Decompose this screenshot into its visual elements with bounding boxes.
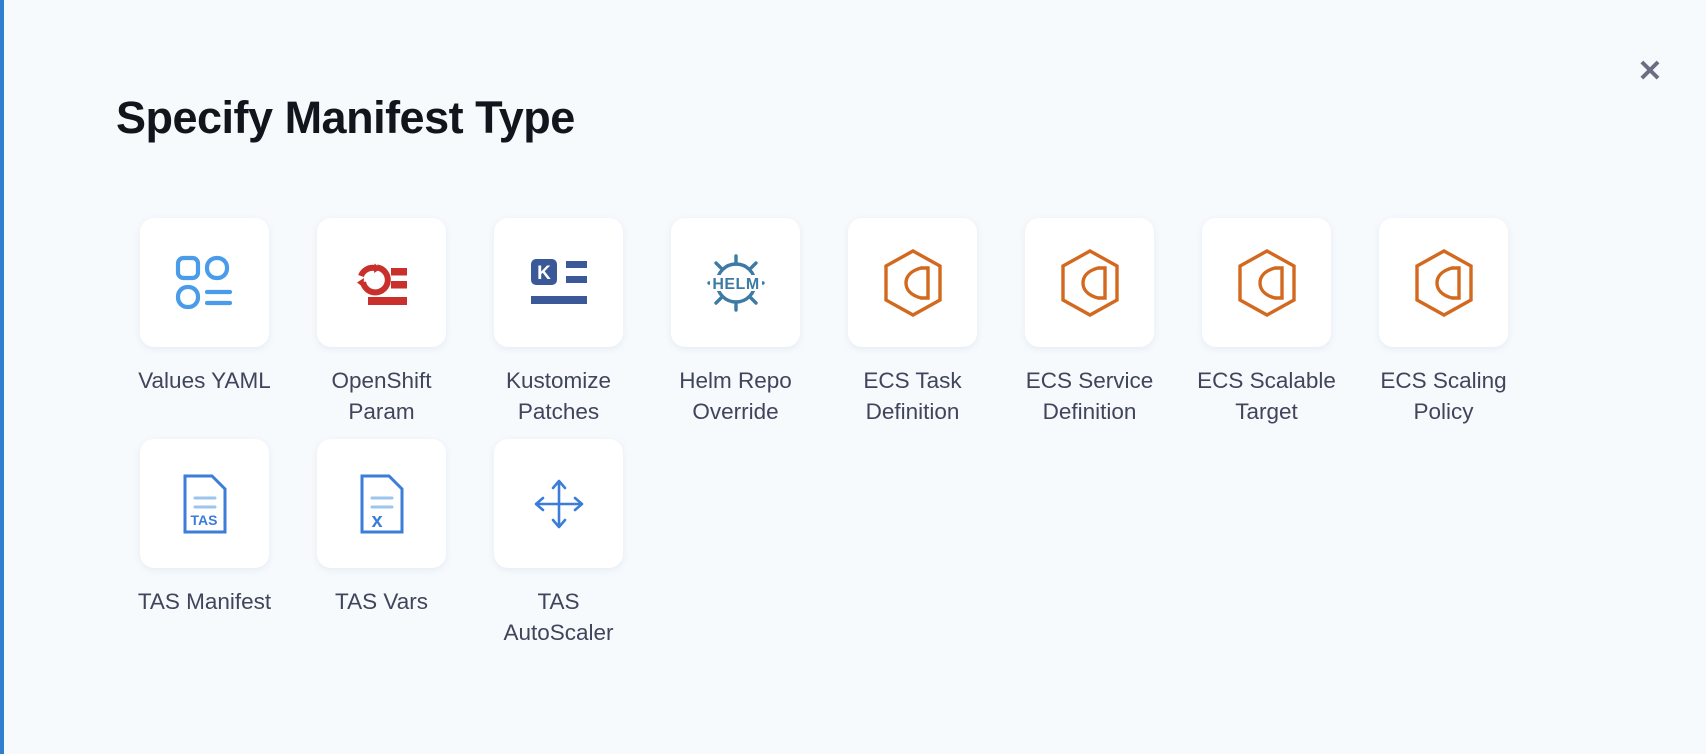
- manifest-tile-card-ecs-service-definition[interactable]: [1025, 218, 1154, 347]
- manifest-tile-card-helm-repo-override[interactable]: HELM: [671, 218, 800, 347]
- manifest-tile-card-values-yaml[interactable]: [140, 218, 269, 347]
- manifest-tile-card-ecs-scaling-policy[interactable]: [1379, 218, 1508, 347]
- manifest-tile-tas-vars[interactable]: x TAS Vars: [293, 439, 470, 648]
- manifest-tile-label: Values YAML: [138, 368, 271, 393]
- manifest-tile-label: TAS AutoScaler: [503, 589, 614, 645]
- ecs-hexagon-icon: [1411, 248, 1477, 318]
- manifest-tile-label: ECS Service Definition: [1025, 368, 1154, 424]
- manifest-tile-card-ecs-scalable-target[interactable]: [1202, 218, 1331, 347]
- manifest-tile-ecs-scaling-policy[interactable]: ECS Scaling Policy: [1355, 218, 1532, 427]
- manifest-tile-card-tas-vars[interactable]: x: [317, 439, 446, 568]
- manifest-tile-label: OpenShift Param: [331, 368, 432, 424]
- specify-manifest-type-modal: ✕ Specify Manifest Type Values YAML: [4, 0, 1706, 754]
- ecs-hexagon-icon: [880, 248, 946, 318]
- values-yaml-icon: [174, 252, 236, 314]
- manifest-tile-label: ECS Scalable Target: [1197, 368, 1336, 424]
- manifest-tile-ecs-task-definition[interactable]: ECS Task Definition: [824, 218, 1001, 427]
- svg-text:TAS: TAS: [190, 512, 217, 528]
- helm-icon: HELM: [705, 252, 767, 314]
- svg-text:x: x: [371, 510, 382, 532]
- ecs-hexagon-icon: [1057, 248, 1123, 318]
- manifest-tile-helm-repo-override[interactable]: HELM Helm Repo Override: [647, 218, 824, 427]
- manifest-tile-label: Helm Repo Override: [679, 368, 792, 424]
- manifest-tile-card-openshift-param[interactable]: [317, 218, 446, 347]
- manifest-tile-kustomize-patches[interactable]: K Kustomize Patches: [470, 218, 647, 427]
- ecs-hexagon-icon: [1234, 248, 1300, 318]
- manifest-type-grid: Values YAML OpenShift Param K Kustomize …: [116, 218, 1536, 648]
- manifest-tile-label: Kustomize Patches: [505, 368, 612, 424]
- manifest-tile-values-yaml[interactable]: Values YAML: [116, 218, 293, 427]
- tas-vars-document-icon: x: [357, 473, 407, 535]
- manifest-tile-label: TAS Manifest: [137, 589, 272, 614]
- openshift-icon: [350, 254, 414, 312]
- autoscale-arrows-icon: [529, 474, 589, 534]
- manifest-tile-label: TAS Vars: [335, 589, 428, 614]
- tas-document-icon: TAS: [180, 473, 230, 535]
- page-title: Specify Manifest Type: [116, 92, 575, 143]
- svg-text:K: K: [537, 263, 551, 284]
- kustomize-icon: K: [527, 255, 591, 311]
- manifest-tile-label: ECS Task Definition: [863, 368, 962, 424]
- manifest-tile-label: ECS Scaling Policy: [1380, 368, 1507, 424]
- manifest-tile-card-ecs-task-definition[interactable]: [848, 218, 977, 347]
- svg-text:HELM: HELM: [712, 276, 759, 293]
- manifest-tile-card-tas-manifest[interactable]: TAS: [140, 439, 269, 568]
- manifest-tile-card-kustomize-patches[interactable]: K: [494, 218, 623, 347]
- manifest-tile-ecs-scalable-target[interactable]: ECS Scalable Target: [1178, 218, 1355, 427]
- manifest-tile-card-tas-autoscaler[interactable]: [494, 439, 623, 568]
- close-icon[interactable]: ✕: [1626, 48, 1674, 96]
- manifest-tile-tas-manifest[interactable]: TAS TAS Manifest: [116, 439, 293, 648]
- manifest-tile-tas-autoscaler[interactable]: TAS AutoScaler: [470, 439, 647, 648]
- manifest-tile-openshift-param[interactable]: OpenShift Param: [293, 218, 470, 427]
- manifest-tile-ecs-service-definition[interactable]: ECS Service Definition: [1001, 218, 1178, 427]
